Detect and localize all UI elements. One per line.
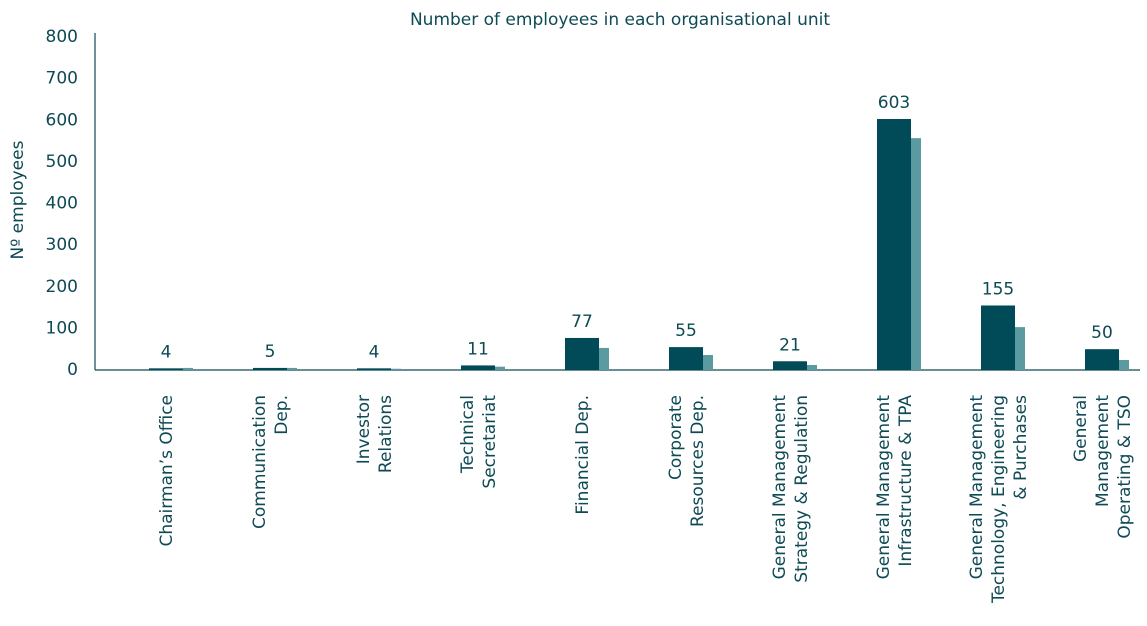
y-tick-label: 300: [46, 235, 78, 255]
y-tick-label: 400: [46, 194, 78, 214]
x-tick-label: General Management: [874, 395, 894, 580]
x-tick-label: Dep.: [272, 395, 292, 435]
bar: [1085, 349, 1119, 370]
x-tick-label: General Management: [770, 395, 790, 580]
x-tick-label: Corporate: [666, 395, 686, 480]
data-label: 77: [571, 312, 593, 332]
bar: [807, 365, 817, 370]
x-tick-label: Management: [1093, 395, 1113, 507]
x-tick-label: General: [1071, 395, 1091, 462]
y-tick-label: 700: [46, 69, 78, 89]
data-label: 4: [161, 342, 172, 362]
x-tick-label: Secretariat: [480, 395, 500, 489]
bar: [253, 367, 287, 370]
data-label: 603: [878, 93, 910, 113]
bar: [495, 366, 505, 370]
data-label: 155: [982, 279, 1014, 299]
y-tick-label: 500: [46, 152, 78, 172]
x-tick-label: Infrastructure & TPA: [896, 395, 916, 567]
data-label: 50: [1091, 323, 1113, 343]
bar: [461, 365, 495, 370]
x-tick-label: Technology, Engineering: [989, 395, 1009, 604]
bar: [391, 368, 401, 370]
bar: [877, 119, 911, 370]
bar: [773, 361, 807, 370]
y-tick-label: 800: [46, 27, 78, 47]
bar: [183, 367, 193, 370]
bar: [669, 347, 703, 370]
chart-title: Number of employees in each organisation…: [410, 10, 830, 30]
x-tick-label: Technical: [458, 395, 478, 474]
data-label: 55: [675, 321, 697, 341]
bar: [599, 347, 609, 370]
bar: [1119, 360, 1129, 370]
bar: [1015, 327, 1025, 370]
bar: [703, 355, 713, 370]
y-tick-label: 100: [46, 318, 78, 338]
x-tick-label: Resources Dep.: [688, 395, 708, 527]
data-label: 5: [265, 342, 276, 362]
x-tick-label: Relations: [376, 395, 396, 473]
x-tick-label: Financial Dep.: [573, 395, 593, 515]
x-tick-label: & Purchases: [1011, 395, 1031, 500]
bar: [357, 368, 391, 370]
y-tick-label: 200: [46, 277, 78, 297]
x-tick-label: Chairman’s Office: [157, 395, 177, 547]
x-tick-label: Investor: [354, 395, 374, 464]
bar: [565, 337, 599, 370]
bar: [287, 367, 297, 370]
data-label: 21: [779, 335, 801, 355]
x-tick-label: General Management: [967, 395, 987, 580]
y-axis-label: Nº employees: [8, 140, 28, 259]
y-tick-label: 600: [46, 110, 78, 130]
bar: [149, 368, 183, 370]
bar: [981, 305, 1015, 370]
x-tick-label: Operating & TSO: [1115, 395, 1135, 539]
x-tick-label: Strategy & Regulation: [792, 395, 812, 583]
data-label: 4: [369, 342, 380, 362]
x-tick-label: Communication: [250, 395, 270, 529]
bar: [911, 138, 921, 370]
y-tick-label: 0: [67, 360, 78, 380]
data-label: 11: [467, 339, 489, 359]
